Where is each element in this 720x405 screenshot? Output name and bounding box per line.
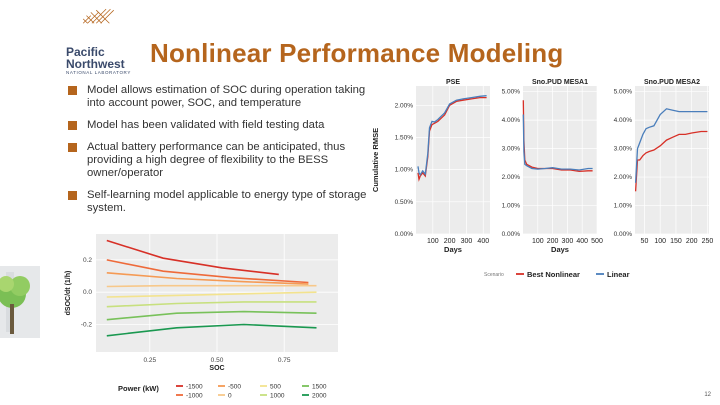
y-tick-label: 0.0 <box>83 289 92 296</box>
y-tick-label: 1.50% <box>395 134 414 141</box>
bullet-text: Model has been validated with field test… <box>87 119 325 131</box>
y-tick-label: 1.00% <box>395 167 414 174</box>
y-tick-label: 0.00% <box>395 231 414 238</box>
y-tick-label: 3.00% <box>614 146 633 153</box>
y-tick-label: -0.2 <box>81 322 93 329</box>
x-tick-label: 200 <box>444 238 456 245</box>
y-tick-label: 1.00% <box>614 203 633 210</box>
rmse-series-line <box>522 114 593 171</box>
legend-label: 0 <box>228 393 232 400</box>
legend-label: 500 <box>270 384 281 391</box>
pnnl-logo-mark <box>82 8 114 24</box>
slide-title: Nonlinear Performance Modeling <box>150 38 564 68</box>
y-axis-label: Cumulative RMSE <box>371 128 380 192</box>
y-tick-label: 0.50% <box>395 199 414 206</box>
panel-title: PSE <box>446 79 460 86</box>
y-axis-label: dSOC/dt (1/h) <box>65 271 72 316</box>
y-tick-label: 5.00% <box>614 89 633 96</box>
y-tick-label: 4.00% <box>614 117 633 124</box>
rmse-series-line <box>634 130 708 192</box>
bullet-item: Model has been validated with field test… <box>68 119 368 132</box>
series-line-2000 <box>106 323 317 337</box>
series-line-500 <box>106 291 317 298</box>
rmse-plot-panel <box>416 86 490 234</box>
org-name-line2: Northwest <box>66 57 125 71</box>
x-tick-label: 500 <box>591 238 603 245</box>
legend-item-label: Linear <box>607 270 630 279</box>
bullet-text: Model allows estimation of SOC during op… <box>87 84 366 109</box>
x-tick-label: 400 <box>477 238 489 245</box>
x-tick-label: 100 <box>427 238 439 245</box>
bullet-square-icon <box>68 143 77 152</box>
x-tick-label: 400 <box>576 238 588 245</box>
legend-scenario-label: Scenario <box>484 272 504 278</box>
bullet-item: Actual battery performance can be antici… <box>68 141 368 180</box>
series-line--500 <box>106 272 309 285</box>
y-tick-label: 4.00% <box>502 117 521 124</box>
x-tick-label: 100 <box>532 238 544 245</box>
rmse-plot-panel <box>635 86 709 234</box>
y-tick-label: 0.00% <box>502 231 521 238</box>
series-line-0 <box>106 284 317 288</box>
bullet-text: Self-learning model applicable to energy… <box>87 189 367 214</box>
y-tick-label: 3.00% <box>502 146 521 153</box>
x-tick-label: 250 <box>702 238 714 245</box>
bullet-item: Model allows estimation of SOC during op… <box>68 84 368 110</box>
x-tick-label: 0.50 <box>211 357 224 364</box>
x-axis-label: Days <box>551 245 569 254</box>
x-axis-label: Days <box>444 245 462 254</box>
x-tick-label: 200 <box>686 238 698 245</box>
x-tick-label: 0.75 <box>278 357 291 364</box>
legend-label: -1000 <box>186 393 203 400</box>
y-tick-label: 2.00% <box>614 174 633 181</box>
x-tick-label: 100 <box>654 238 666 245</box>
legend-label: -1500 <box>186 384 203 391</box>
org-name-line1: Pacific <box>66 45 105 59</box>
x-tick-label: 0.25 <box>143 357 156 364</box>
y-tick-label: 0.2 <box>83 257 92 264</box>
rmse-series-line <box>634 108 708 183</box>
x-tick-label: 150 <box>670 238 682 245</box>
y-tick-label: 2.00% <box>502 174 521 181</box>
series-line-1000 <box>106 301 317 308</box>
bullet-text: Actual battery performance can be antici… <box>87 141 346 179</box>
legend-label: -500 <box>228 384 241 391</box>
x-tick-label: 50 <box>641 238 649 245</box>
rmse-plot-panel <box>523 86 597 234</box>
panel-title: Sno.PUD MESA2 <box>644 79 700 86</box>
rmse-series-line <box>417 95 487 177</box>
y-tick-label: 5.00% <box>502 89 521 96</box>
y-tick-label: 1.00% <box>502 203 521 210</box>
org-name-line3: NATIONAL LABORATORY <box>66 70 131 75</box>
legend-label: 1000 <box>270 393 285 400</box>
panel-title: Sno.PUD MESA1 <box>532 79 588 86</box>
rmse-series-line <box>417 96 487 182</box>
soc-rate-chart: 0.25 0.50 0.75 0.2 0.0 -0.2 SOC dSOC/dt (1/h) Po… <box>65 234 338 400</box>
series-line--1000 <box>106 259 309 284</box>
y-tick-label: 2.00% <box>395 102 414 109</box>
bullet-item: Self-learning model applicable to energy… <box>68 189 368 215</box>
series-line--1500 <box>106 239 279 276</box>
x-axis-label: SOC <box>209 365 224 372</box>
y-tick-label: 0.00% <box>614 231 633 238</box>
legend-label: 2000 <box>312 393 327 400</box>
bullet-list: Model allows estimation of SOC during op… <box>68 84 368 224</box>
legend-label: 1500 <box>312 384 327 391</box>
legend-title: Power (kW) <box>118 384 159 393</box>
legend-item-label: Best Nonlinear <box>527 270 580 279</box>
x-tick-label: 200 <box>547 238 559 245</box>
bullet-square-icon <box>68 121 77 130</box>
page-number: 12 <box>704 392 711 398</box>
x-tick-label: 300 <box>562 238 574 245</box>
series-line-1500 <box>106 310 317 321</box>
bullet-square-icon <box>68 191 77 200</box>
x-tick-label: 300 <box>461 238 473 245</box>
tree-illustration-icon <box>0 266 40 338</box>
bullet-square-icon <box>68 86 77 95</box>
